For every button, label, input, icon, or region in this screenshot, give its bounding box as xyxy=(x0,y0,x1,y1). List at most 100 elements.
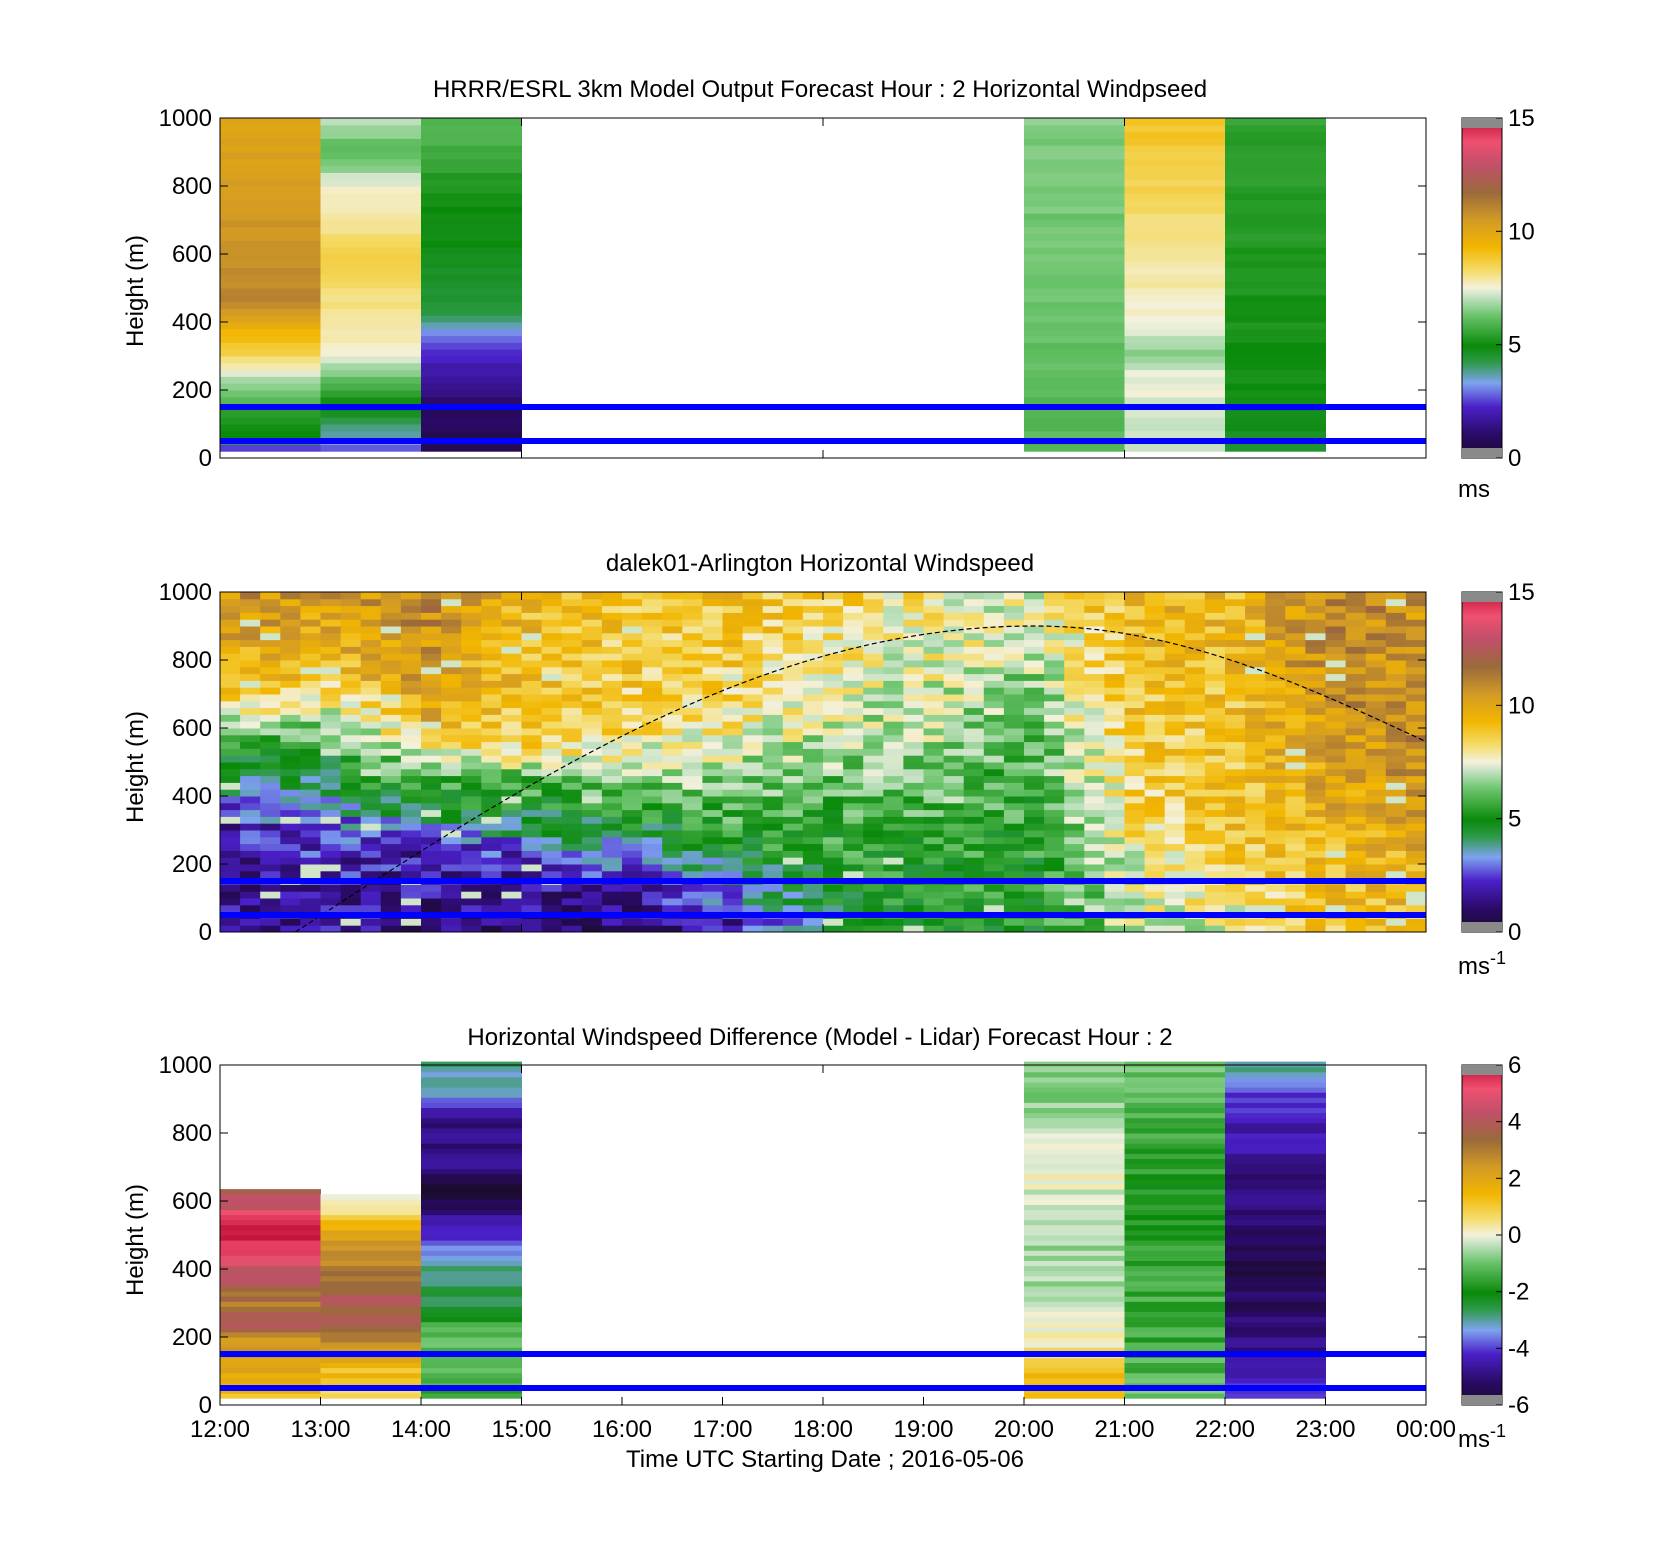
heatmap-cell xyxy=(943,694,965,702)
heatmap-cell xyxy=(903,687,924,695)
heatmap-cell xyxy=(601,605,623,613)
heatmap-cell xyxy=(1044,694,1065,702)
heatmap-cell xyxy=(1265,728,1286,736)
heatmap-cell xyxy=(1204,632,1226,641)
heatmap-cell xyxy=(1385,823,1407,831)
heatmap-cell xyxy=(722,694,744,702)
heatmap-cell xyxy=(220,145,321,153)
heatmap-cell xyxy=(521,639,543,647)
heatmap-cell xyxy=(863,762,884,770)
heatmap-cell xyxy=(1225,816,1246,824)
heatmap-cell xyxy=(421,1275,522,1282)
heatmap-cell xyxy=(360,619,382,627)
heatmap-cell xyxy=(1325,619,1347,627)
heatmap-cell xyxy=(400,782,422,790)
heatmap-cell xyxy=(1265,687,1286,695)
heatmap-cell xyxy=(1064,830,1085,838)
heatmap-cell xyxy=(1144,816,1166,824)
heatmap-cell xyxy=(1204,816,1226,824)
heatmap-cell xyxy=(1305,802,1326,811)
heatmap-cell xyxy=(682,850,703,858)
heatmap-cell xyxy=(1024,1255,1125,1261)
heatmap-cell xyxy=(461,755,482,763)
heatmap-cell xyxy=(240,823,261,831)
heatmap-cell xyxy=(1144,823,1166,831)
heatmap-cell xyxy=(220,1326,321,1333)
heatmap-cell xyxy=(360,768,382,777)
heatmap-cell xyxy=(280,646,301,654)
heatmap-cell xyxy=(662,666,683,675)
heatmap-cell xyxy=(823,687,844,695)
heatmap-cell xyxy=(501,734,522,743)
heatmap-cell xyxy=(1003,748,1025,756)
heatmap-cell xyxy=(1265,768,1286,777)
heatmap-cell xyxy=(1024,632,1045,641)
heatmap-cell xyxy=(501,789,522,797)
heatmap-cell xyxy=(1225,1143,1326,1149)
heatmap-cell xyxy=(360,612,382,620)
heatmap-cell xyxy=(1124,240,1226,248)
heatmap-cell xyxy=(1305,694,1326,702)
heatmap-cell xyxy=(1345,694,1367,702)
heatmap-cell xyxy=(240,592,261,600)
heatmap-cell xyxy=(400,646,422,654)
heatmap-cell xyxy=(521,775,543,783)
heatmap-cell xyxy=(1144,714,1166,722)
heatmap-cell xyxy=(260,775,281,783)
heatmap-cell xyxy=(1024,843,1045,851)
heatmap-cell xyxy=(220,687,241,695)
heatmap-cell xyxy=(220,281,321,289)
heatmap-cell xyxy=(1184,884,1206,892)
heatmap-cell xyxy=(702,884,723,892)
heatmap-cell xyxy=(501,694,522,702)
heatmap-cell xyxy=(943,796,965,804)
heatmap-cell xyxy=(561,707,583,715)
heatmap-cell xyxy=(441,646,462,654)
heatmap-cell xyxy=(240,598,261,607)
heatmap-cell xyxy=(1285,592,1306,600)
heatmap-cell xyxy=(1124,1122,1226,1129)
heatmap-cell xyxy=(722,850,744,858)
heatmap-cell xyxy=(421,206,522,214)
heatmap-cell xyxy=(662,680,683,688)
heatmap-cell xyxy=(1164,598,1186,607)
heatmap-cell xyxy=(662,612,683,620)
heatmap-cell xyxy=(1124,898,1146,906)
heatmap-cell xyxy=(320,1372,422,1379)
heatmap-cell xyxy=(1265,714,1286,722)
heatmap-cell xyxy=(1285,666,1306,675)
heatmap-cell xyxy=(441,653,462,661)
heatmap-cell xyxy=(923,843,945,851)
heatmap-cell xyxy=(1245,694,1266,702)
heatmap-cell xyxy=(240,632,261,641)
heatmap-cell xyxy=(1064,721,1085,729)
heatmap-cell xyxy=(1124,1260,1226,1267)
heatmap-cell xyxy=(1003,653,1025,661)
heatmap-cell xyxy=(1325,734,1347,743)
heatmap-cell xyxy=(1124,598,1146,607)
heatmap-cell xyxy=(1084,728,1105,736)
heatmap-cell xyxy=(501,850,522,858)
heatmap-cell xyxy=(360,891,382,899)
colorbar-unit: ms-1 xyxy=(1458,1421,1506,1453)
heatmap-cell xyxy=(541,802,563,811)
heatmap-cell xyxy=(521,612,543,620)
heatmap-cell xyxy=(421,592,442,600)
heatmap-cell xyxy=(642,762,663,770)
heatmap-cell xyxy=(782,762,804,770)
heatmap-cell xyxy=(521,700,543,709)
heatmap-cell xyxy=(380,925,402,933)
heatmap-cell xyxy=(541,904,563,913)
heatmap-cell xyxy=(722,809,744,817)
heatmap-cell xyxy=(903,707,924,715)
heatmap-cell xyxy=(320,220,422,228)
heatmap-cell xyxy=(782,836,804,845)
heatmap-cell xyxy=(1405,721,1427,729)
heatmap-cell xyxy=(923,850,945,858)
heatmap-cell xyxy=(461,823,482,831)
heatmap-cell xyxy=(923,775,945,783)
heatmap-cell xyxy=(883,626,904,634)
heatmap-cell xyxy=(481,734,502,743)
heatmap-cell xyxy=(782,870,804,879)
heatmap-cell xyxy=(501,816,522,824)
